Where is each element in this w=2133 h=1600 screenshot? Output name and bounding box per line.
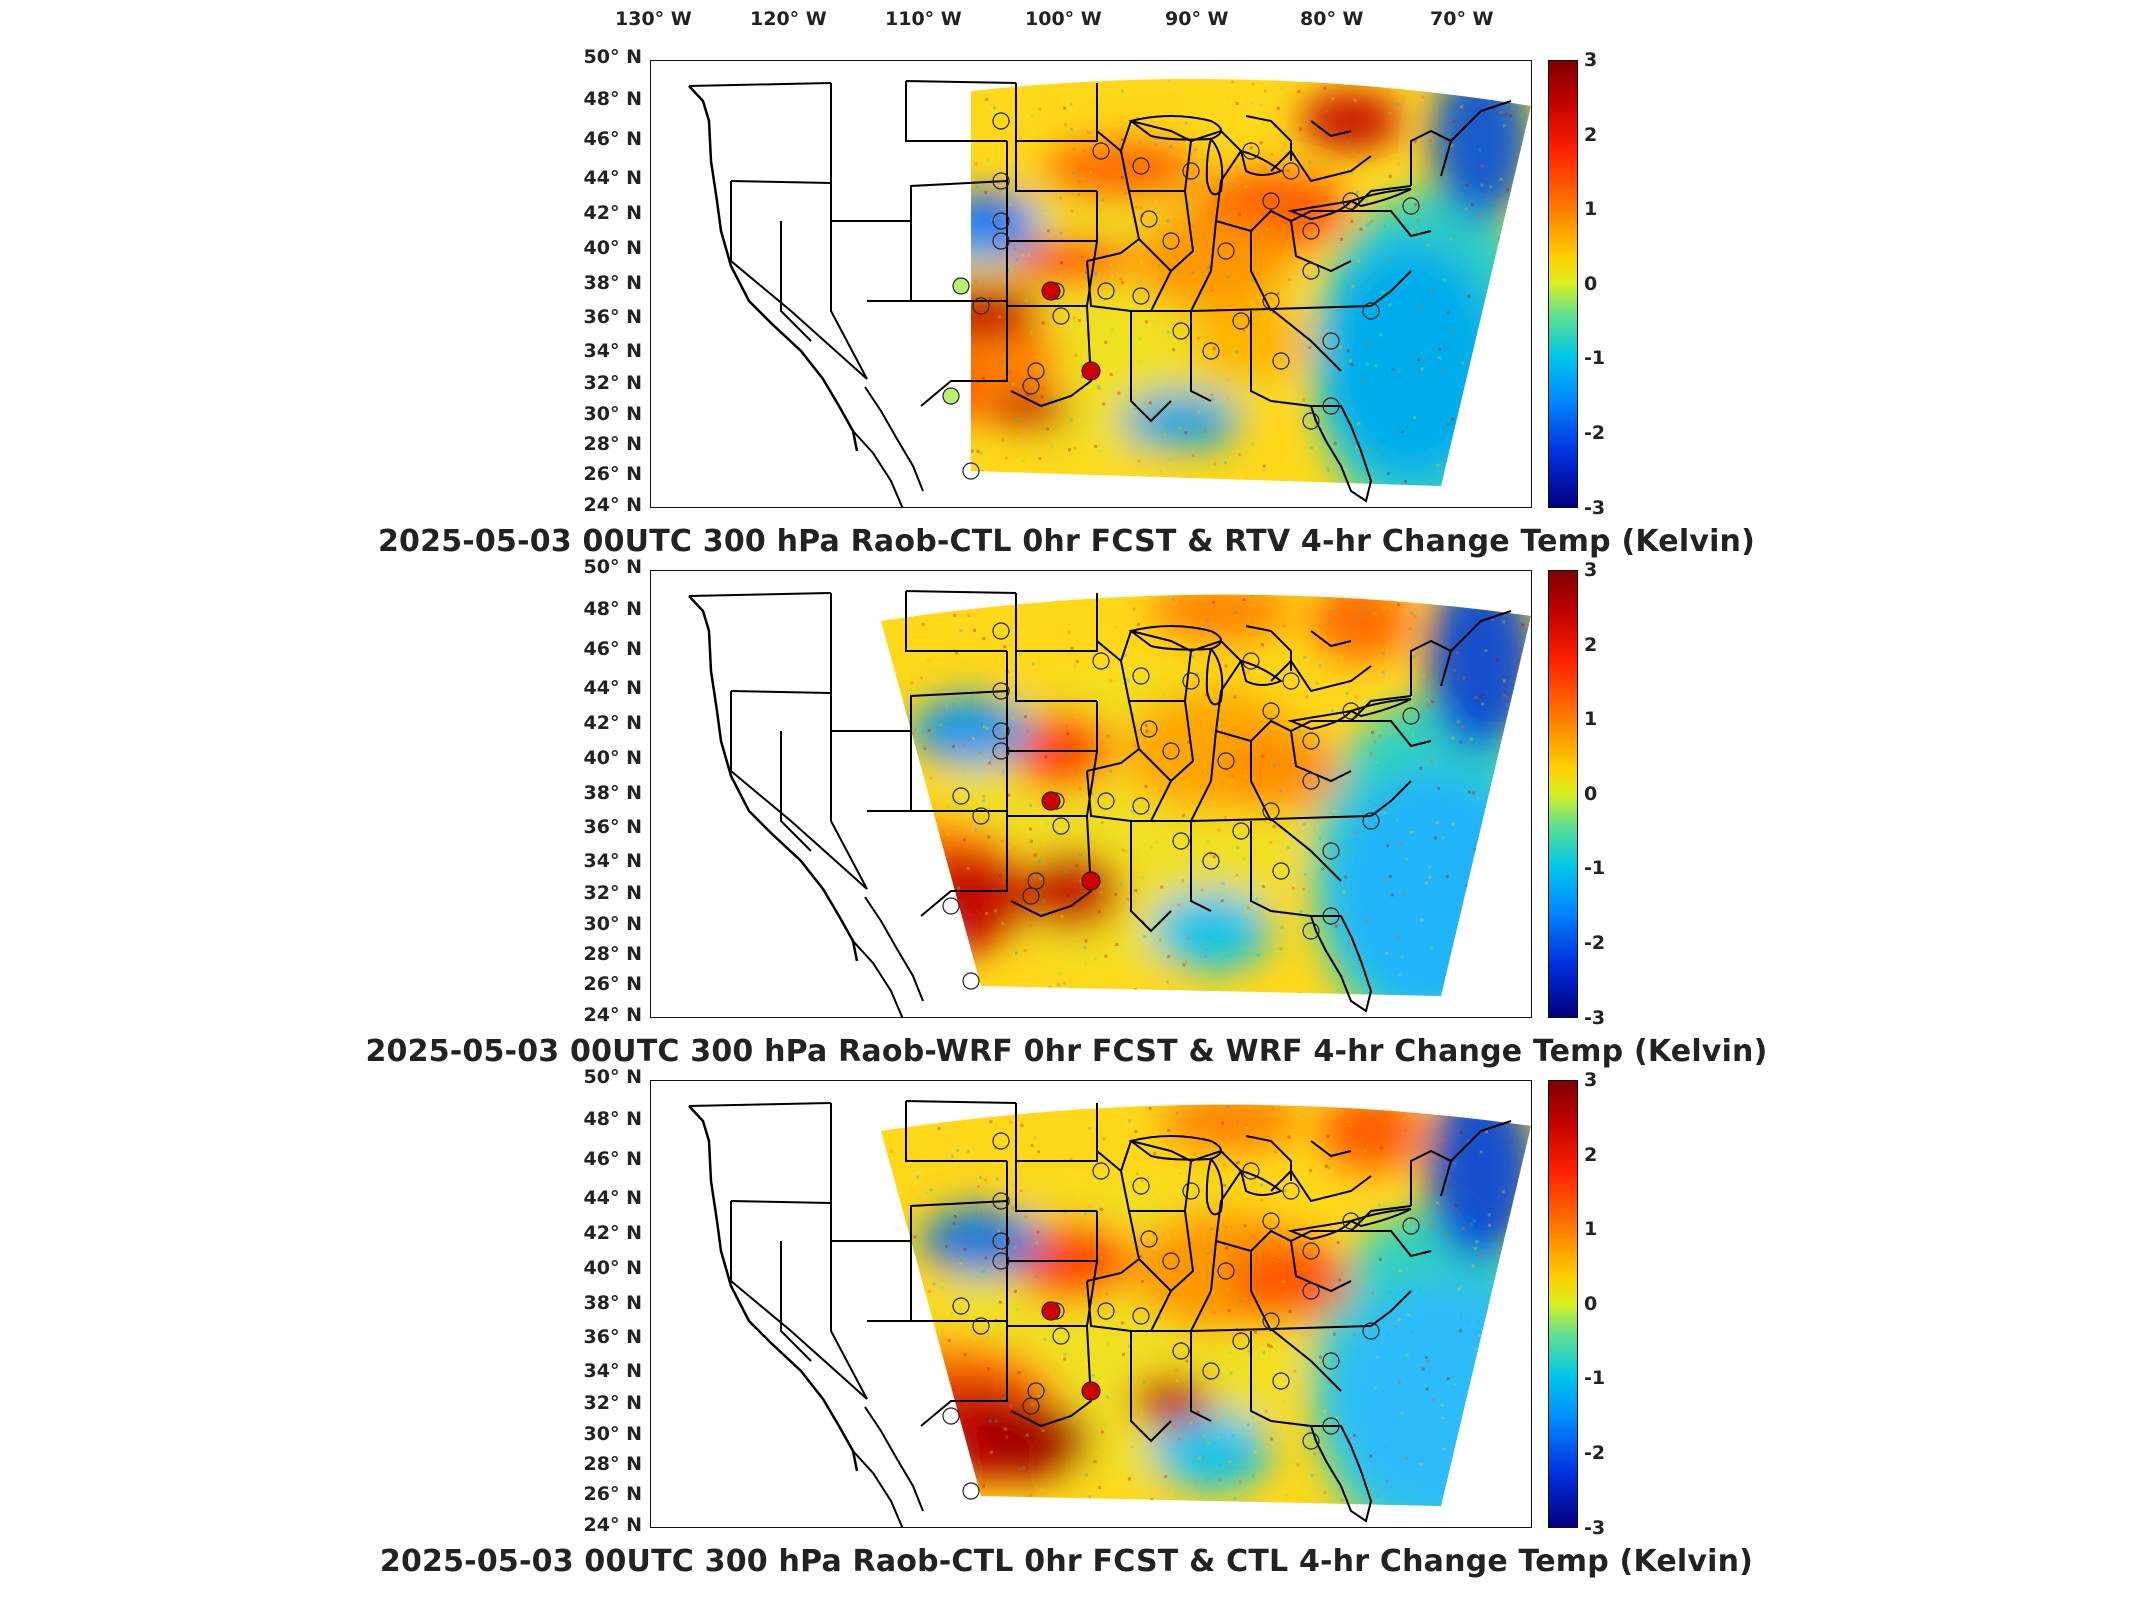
panel-title: 2025-05-03 00UTC 300 hPa Raob-CTL 0hr FC… (377, 524, 1756, 559)
latitude-label: 48° N (583, 598, 642, 620)
map-svg (688, 79, 1531, 507)
latitude-label: 48° N (583, 1108, 642, 1130)
raob-stations (942, 1132, 1420, 1500)
latitude-label: 44° N (583, 1187, 642, 1209)
colorbar-tick-label: -3 (1584, 1516, 1606, 1539)
latitude-label: 40° N (583, 237, 642, 259)
latitude-label: 28° N (583, 943, 642, 965)
raob-stations (942, 112, 1420, 480)
colorbar-tick-label: -3 (1584, 1006, 1606, 1029)
longitude-label: 130° W (615, 8, 692, 30)
raob-stations (942, 622, 1420, 990)
panel-title: 2025-05-03 00UTC 300 hPa Raob-CTL 0hr FC… (379, 1544, 1754, 1579)
state-boundaries (688, 1100, 1512, 1527)
latitude-label: 46° N (583, 638, 642, 660)
latitude-label: 36° N (583, 1326, 642, 1348)
colorbar-tick-label: 2 (1584, 123, 1598, 146)
latitude-label: 34° N (583, 1360, 642, 1382)
latitude-label: 24° N (583, 1004, 642, 1026)
colorbar-tick-label: 2 (1584, 1143, 1598, 1166)
latitude-label: 40° N (583, 1257, 642, 1279)
latitude-label: 34° N (583, 340, 642, 362)
latitude-label: 38° N (583, 272, 642, 294)
latitude-label: 32° N (583, 372, 642, 394)
colorbar-tick-label: 1 (1584, 1218, 1598, 1241)
map-svg (688, 1100, 1531, 1527)
colorbar-tick-label: 0 (1584, 1292, 1598, 1315)
latitude-label: 32° N (583, 882, 642, 904)
panel-rtv: 50° N 48° N 46° N 44° N 42° N 40° N 38° N 36° N… (0, 46, 2133, 570)
state-boundaries (688, 80, 1512, 507)
colorbar-tick-label: 2 (1584, 633, 1598, 656)
latitude-label: 24° N (583, 1514, 642, 1536)
longitude-label: 70° W (1430, 8, 1494, 30)
latitude-axis: 50° N 48° N 46° N 44° N 42° N 40° N 38° N 36° N… (560, 46, 642, 516)
panel-wrf: 50° N 48° N 46° N 44° N 42° N 40° N 38° N 36° N… (0, 556, 2133, 1080)
colorbar (1548, 60, 1578, 508)
temperature-field (971, 79, 1531, 486)
colorbar-tick-label: -2 (1584, 932, 1606, 954)
latitude-label: 44° N (583, 677, 642, 699)
map-frame (650, 1080, 1532, 1528)
colorbar-tick-label: 3 (1584, 1069, 1598, 1091)
latitude-label: 38° N (583, 782, 642, 804)
longitude-label: 100° W (1025, 8, 1102, 30)
latitude-label: 38° N (583, 1292, 642, 1314)
temperature-field (881, 1104, 1531, 1507)
latitude-label: 26° N (583, 973, 642, 995)
latitude-axis: 50° N 48° N 46° N 44° N 42° N 40° N 38° N 36° N… (560, 1066, 642, 1536)
latitude-label: 42° N (583, 202, 642, 224)
latitude-label: 30° N (583, 403, 642, 425)
colorbar-tick-label: -1 (1584, 1367, 1606, 1390)
latitude-label: 50° N (583, 46, 642, 68)
latitude-label: 42° N (583, 712, 642, 734)
latitude-label: 42° N (583, 1222, 642, 1244)
colorbar-tick-label: -3 (1584, 496, 1606, 519)
longitude-label: 120° W (750, 8, 827, 30)
latitude-label: 46° N (583, 1148, 642, 1170)
colorbar-tick-label: 1 (1584, 708, 1598, 731)
longitude-label: 90° W (1165, 8, 1229, 30)
map-frame (650, 570, 1532, 1018)
latitude-label: 26° N (583, 463, 642, 485)
colorbar-tick-label: -1 (1584, 857, 1606, 880)
latitude-axis: 50° N 48° N 46° N 44° N 42° N 40° N 38° N 36° N… (560, 556, 642, 1026)
latitude-label: 30° N (583, 1423, 642, 1445)
latitude-label: 46° N (583, 128, 642, 150)
latitude-label: 34° N (583, 850, 642, 872)
panel-ctl: 50° N 48° N 46° N 44° N 42° N 40° N 38° N 36° N… (0, 1066, 2133, 1590)
temperature-field (881, 594, 1531, 997)
colorbar (1548, 1080, 1578, 1528)
colorbar-tick-label: 0 (1584, 272, 1598, 295)
colorbar-tick-label: 1 (1584, 198, 1598, 221)
latitude-label: 30° N (583, 913, 642, 935)
map-frame (650, 60, 1532, 508)
latitude-label: 26° N (583, 1483, 642, 1505)
colorbar-tick-label: -2 (1584, 422, 1606, 444)
colorbar-tick-label: 3 (1584, 559, 1598, 581)
latitude-label: 28° N (583, 1453, 642, 1475)
latitude-label: 24° N (583, 494, 642, 516)
latitude-label: 36° N (583, 816, 642, 838)
latitude-label: 40° N (583, 747, 642, 769)
longitude-label: 80° W (1300, 8, 1364, 30)
panel-title: 2025-05-03 00UTC 300 hPa Raob-WRF 0hr FC… (365, 1034, 1768, 1069)
latitude-label: 44° N (583, 167, 642, 189)
map-svg (688, 590, 1531, 1017)
colorbar-tick-label: -1 (1584, 347, 1606, 370)
colorbar-tick-label: 0 (1584, 782, 1598, 805)
latitude-label: 32° N (583, 1392, 642, 1414)
state-boundaries (688, 590, 1512, 1017)
colorbar (1548, 570, 1578, 1018)
latitude-label: 50° N (583, 1066, 642, 1088)
colorbar-tick-label: 3 (1584, 49, 1598, 71)
longitude-label: 110° W (885, 8, 962, 30)
colorbar-tick-label: -2 (1584, 1442, 1606, 1464)
latitude-label: 36° N (583, 306, 642, 328)
latitude-label: 28° N (583, 433, 642, 455)
latitude-label: 48° N (583, 88, 642, 110)
latitude-label: 50° N (583, 556, 642, 578)
